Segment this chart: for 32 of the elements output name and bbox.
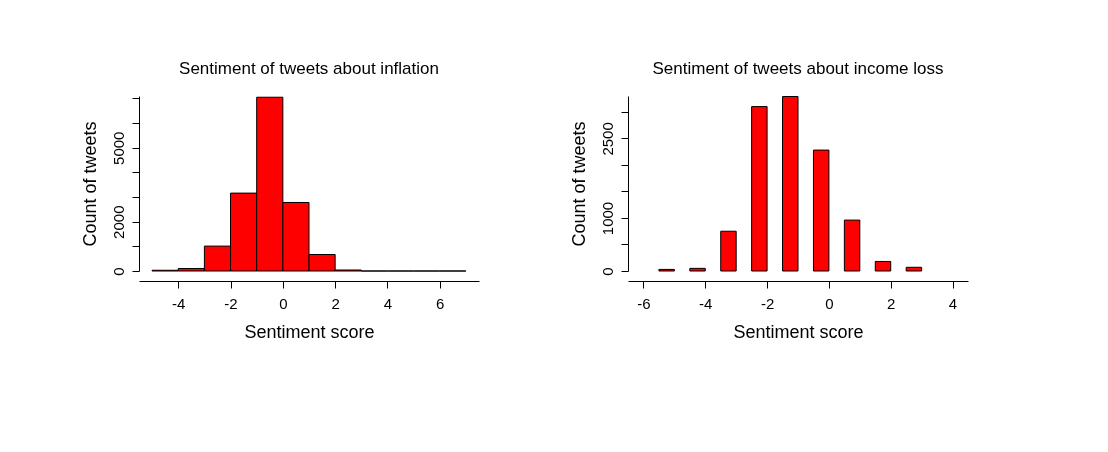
- bar: [905, 266, 923, 272]
- chart-title: Sentiment of tweets about income loss: [652, 59, 944, 78]
- y-tick-label: 0: [109, 267, 127, 276]
- y-axis-title: Count of tweets: [568, 121, 589, 247]
- x-tick-label: 0: [279, 294, 288, 312]
- y-tick-label: 2000: [109, 205, 127, 239]
- bar: [720, 230, 737, 272]
- bar: [843, 219, 861, 272]
- x-tick-label: -4: [699, 294, 713, 312]
- x-tick-label: 4: [383, 294, 393, 312]
- bar: [689, 267, 706, 272]
- y-tick-label: 2500: [598, 122, 616, 156]
- x-tick-label: 2: [887, 294, 896, 312]
- x-tick-label: 4: [948, 294, 958, 312]
- x-axis-title: Sentiment score: [244, 321, 375, 342]
- x-tick-label: -2: [224, 294, 238, 312]
- x-tick-label: 0: [825, 294, 834, 312]
- bar: [812, 149, 830, 272]
- x-axis-title: Sentiment score: [733, 321, 864, 342]
- chart-title: Sentiment of tweets about inflation: [179, 59, 439, 78]
- y-tick-label: 0: [598, 267, 616, 276]
- bar: [782, 96, 799, 272]
- y-tick-label: 5000: [109, 131, 127, 165]
- y-tick-label: 1000: [598, 201, 616, 236]
- y-axis-title: Count of tweets: [79, 121, 100, 247]
- bar: [874, 260, 892, 272]
- x-tick-label: 2: [331, 294, 340, 312]
- x-tick-label: -2: [760, 294, 775, 312]
- x-tick-label: 6: [436, 294, 445, 312]
- x-tick-label: -6: [637, 294, 651, 312]
- bar: [751, 106, 768, 272]
- x-tick-label: -4: [172, 294, 186, 312]
